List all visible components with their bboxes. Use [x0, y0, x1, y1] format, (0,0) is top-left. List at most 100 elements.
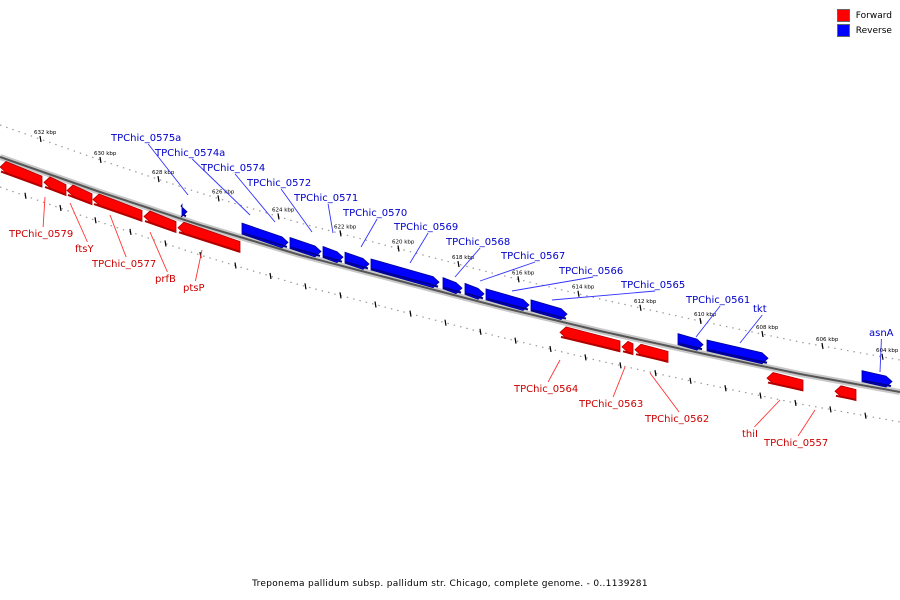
minor-tick: [689, 377, 692, 384]
scale-tick-label: 604 kbp: [876, 348, 899, 354]
scale-tick-label: 608 kbp: [756, 325, 779, 331]
scale-tick: [457, 260, 460, 268]
minor-tick: [444, 319, 447, 326]
reverse-gene-label: TPChic_0570: [342, 208, 407, 219]
reverse-swatch: [836, 24, 850, 37]
leader-line: [754, 399, 781, 428]
legend: Forward Reverse: [836, 8, 892, 38]
minor-tick: [584, 354, 587, 361]
gene-shading: [622, 350, 633, 355]
forward-gene-label: TPChic_0557: [763, 438, 828, 449]
minor-tick: [864, 412, 867, 419]
gene-shading: [531, 308, 567, 320]
forward-gene-label: TPChic_0564: [513, 384, 578, 395]
scale-tick-label: 632 kbp: [34, 130, 57, 136]
gene-labels: TPChic_0575a TPChic_0574a TPChic_0574 TPChi…: [8, 133, 894, 449]
legend-reverse: Reverse: [836, 23, 892, 38]
scale-tick: [577, 290, 580, 297]
leader-line: [194, 249, 203, 282]
forward-gene-label: TPChic_0562: [644, 414, 709, 425]
gene-shading: [486, 297, 529, 311]
reverse-gene-label: TPChic_0574: [200, 163, 265, 174]
leader-line: [280, 188, 313, 233]
reverse-gene[interactable]: [289, 236, 322, 258]
reverse-gene-label: TPChic_0572: [246, 178, 311, 189]
reverse-gene[interactable]: [241, 222, 289, 249]
scale-tick: [517, 276, 520, 283]
reverse-gene[interactable]: [530, 299, 568, 321]
leader-line: [360, 218, 378, 248]
leader-line: [547, 359, 561, 383]
backbone-line: [0, 156, 900, 393]
leader-line: [42, 196, 46, 228]
scale-tick-label: 614 kbp: [572, 285, 595, 291]
scale-tick: [821, 342, 824, 350]
leader-line: [479, 261, 536, 282]
gene-shading: [44, 185, 66, 196]
gene-shading: [767, 381, 803, 392]
minor-tick: [129, 228, 132, 235]
scale-tick-label: 622 kbp: [334, 224, 357, 230]
minor-tick: [304, 283, 307, 290]
reverse-gene-label: TPChic_0566: [558, 266, 623, 277]
leader-line: [797, 409, 816, 437]
forward-gene-label: TPChic_0577: [91, 259, 156, 270]
gene-shading: [144, 220, 176, 233]
leader-line: [551, 290, 656, 301]
leader-line: [147, 143, 189, 196]
forward-swatch: [836, 9, 850, 22]
forward-gene-label: prfB: [155, 274, 176, 285]
map-caption: Treponema pallidum subsp. pallidum str. …: [252, 579, 648, 589]
leader-line: [612, 366, 626, 398]
reverse-gene-label: TPChic_0575a: [110, 133, 181, 144]
legend-reverse-label: Reverse: [855, 25, 892, 36]
reverse-gene-label: TPChic_0569: [393, 222, 458, 233]
reverse-gene-label: tkt: [753, 304, 767, 315]
scale-dotted-lines: [0, 124, 900, 423]
reverse-gene-label: TPChic_0567: [500, 251, 565, 262]
gene-shading: [371, 267, 439, 288]
gene-shading: [67, 194, 92, 205]
gene-features: [0, 161, 893, 402]
scale-ticks: 632 kbp 630 kbp 628 kbp 626 kbp 624 kbp 622 k…: [24, 130, 899, 419]
leader-line: [234, 173, 276, 223]
scale-tick-label: 628 kbp: [152, 170, 175, 176]
scale-tick: [397, 245, 400, 252]
reverse-gene[interactable]: [370, 258, 440, 289]
forward-gene-label: ptsP: [183, 283, 205, 294]
scale-tick-label: 620 kbp: [392, 239, 415, 245]
gene-shading: [707, 348, 768, 364]
reverse-gene[interactable]: [344, 251, 370, 270]
reverse-gene[interactable]: [485, 288, 530, 311]
scale-tick: [699, 317, 702, 325]
reverse-gene[interactable]: [677, 333, 704, 351]
leader-line: [327, 203, 334, 234]
legend-forward: Forward: [836, 8, 892, 23]
forward-gene-label: TPChic_0563: [578, 399, 643, 410]
minor-tick: [339, 292, 342, 299]
scale-tick-label: 626 kbp: [212, 189, 235, 195]
leader-line: [69, 202, 88, 243]
minor-tick: [759, 392, 762, 399]
scale-tick: [339, 230, 342, 237]
leader-line: [454, 247, 481, 278]
minor-tick: [794, 399, 797, 407]
scale-tick: [217, 195, 220, 202]
scale-tick: [157, 176, 160, 183]
gene-shading: [862, 379, 892, 388]
scale-tick: [277, 213, 280, 220]
gene-shading: [443, 286, 462, 294]
minor-tick: [654, 370, 657, 377]
reverse-gene[interactable]: [706, 339, 769, 365]
minor-tick: [549, 345, 552, 353]
scale-tick-label: 612 kbp: [634, 299, 657, 305]
minor-tick: [164, 240, 167, 247]
minor-tick: [829, 406, 832, 413]
gene-shading: [560, 335, 620, 352]
reverse-gene[interactable]: [861, 370, 893, 388]
label-leader-lines: [42, 143, 882, 437]
reverse-gene-label: TPChic_0571: [293, 193, 358, 204]
minor-tick: [479, 328, 482, 335]
scale-tick: [881, 353, 884, 360]
